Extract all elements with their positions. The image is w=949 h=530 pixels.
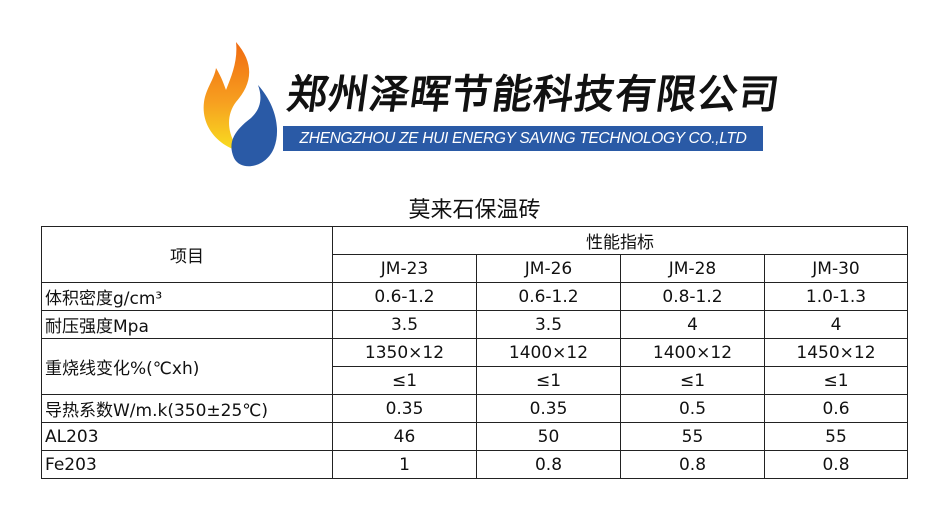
cell: 0.6-1.2 <box>332 282 477 311</box>
cell: 0.5 <box>620 394 765 423</box>
cell: ≤1 <box>620 366 765 395</box>
cell: ≤1 <box>476 366 621 395</box>
table-row: ≤1 ≤1 ≤1 ≤1 <box>42 366 908 395</box>
cell: 4 <box>620 310 765 339</box>
row-label: 体积密度g/cm³ <box>41 282 333 311</box>
table-row: 导热系数W/m.k(350±25℃) 0.35 0.35 0.5 0.6 <box>41 394 908 423</box>
cell: 0.8-1.2 <box>620 282 765 311</box>
cell: 0.8 <box>476 450 621 479</box>
table-row: 耐压强度Mpa 3.5 3.5 4 4 <box>41 310 908 339</box>
cell: 0.35 <box>332 394 477 423</box>
row-label: Fe203 <box>41 450 333 479</box>
cell: 1.0-1.3 <box>764 282 908 311</box>
cell: ≤1 <box>764 366 908 395</box>
model-header: JM-28 <box>620 254 765 283</box>
cell: 0.35 <box>476 394 621 423</box>
row-label: 导热系数W/m.k(350±25℃) <box>41 394 333 423</box>
table-row: AL203 46 50 55 55 <box>41 422 908 451</box>
row-label: 耐压强度Mpa <box>41 310 333 339</box>
table-row: Fe203 1 0.8 0.8 0.8 <box>41 450 908 479</box>
cell: 1350×12 <box>332 338 477 367</box>
model-header: JM-26 <box>476 254 621 283</box>
cell: 4 <box>764 310 908 339</box>
flame-logo-icon <box>203 42 278 167</box>
cell: 0.8 <box>764 450 908 479</box>
cell: 0.6 <box>764 394 908 423</box>
table-row: 重烧线变化%(℃xh) 1350×12 1400×12 1400×12 1450×12 <box>41 338 908 395</box>
item-header: 项目 <box>41 226 333 283</box>
cell: 3.5 <box>332 310 477 339</box>
cell: 1450×12 <box>764 338 908 367</box>
model-header: JM-23 <box>332 254 477 283</box>
company-name-cn: 郑州泽晖节能科技有限公司 <box>284 71 783 118</box>
cell: 55 <box>620 422 765 451</box>
table-row: 体积密度g/cm³ 0.6-1.2 0.6-1.2 0.8-1.2 1.0-1.3 <box>41 282 908 311</box>
cell: 46 <box>332 422 477 451</box>
cell: 55 <box>764 422 908 451</box>
cell: 50 <box>476 422 621 451</box>
cell: 1400×12 <box>620 338 765 367</box>
cell: 1400×12 <box>476 338 621 367</box>
row-label: 重烧线变化%(℃xh) <box>41 338 333 395</box>
cell: ≤1 <box>332 366 477 395</box>
cell: 1 <box>332 450 477 479</box>
cell: 0.8 <box>620 450 765 479</box>
page-title: 莫来石保温砖 <box>408 198 541 223</box>
row-label: AL203 <box>41 422 333 451</box>
cell: 3.5 <box>476 310 621 339</box>
spec-table: 项目 性能指标 JM-23 JM-26 JM-28 JM-30 体积密度g/cm³ 0.6… <box>41 226 908 479</box>
group-header: 性能指标 <box>332 226 908 255</box>
company-name-en: ZHENGZHOU ZE HUI ENERGY SAVING TECHNOLOG… <box>283 126 763 151</box>
model-header: JM-30 <box>764 254 908 283</box>
cell: 0.6-1.2 <box>476 282 621 311</box>
